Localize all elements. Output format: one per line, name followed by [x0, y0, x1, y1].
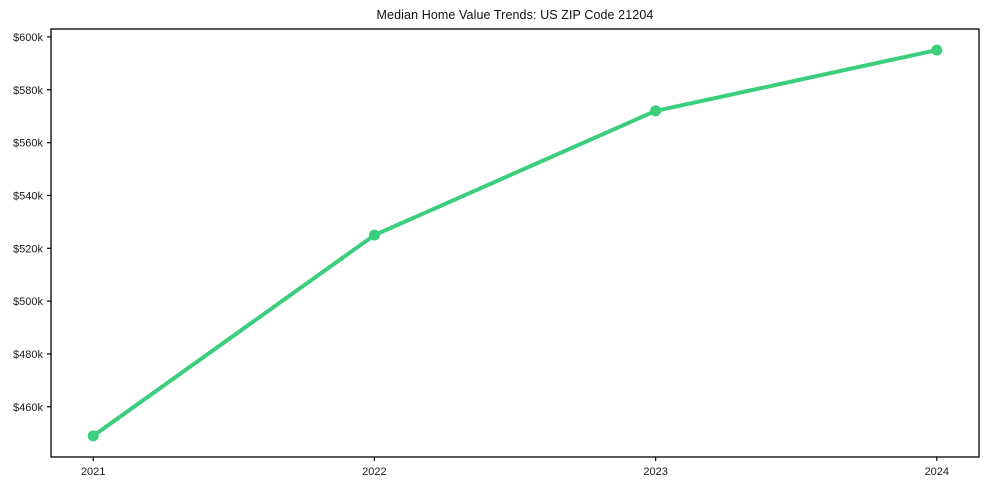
y-tick-label: $500k: [13, 296, 43, 308]
x-tick-label: 2023: [643, 466, 667, 478]
x-tick-label: 2022: [362, 466, 386, 478]
y-tick-label: $520k: [13, 243, 43, 255]
y-tick-label: $480k: [13, 349, 43, 361]
chart-title: Median Home Value Trends: US ZIP Code 21…: [376, 8, 654, 22]
y-tick-label: $460k: [13, 402, 43, 414]
data-point-marker: [650, 105, 662, 117]
data-point-marker: [368, 229, 380, 241]
x-tick-label: 2021: [81, 466, 105, 478]
y-tick-label: $540k: [13, 190, 43, 202]
x-tick-label: 2024: [925, 466, 949, 478]
series-line-median-home-value: [91, 48, 939, 438]
data-point-marker: [87, 430, 99, 442]
y-tick-label: $580k: [13, 85, 43, 97]
y-tick-label: $560k: [13, 138, 43, 150]
y-tick-label: $600k: [13, 32, 43, 44]
data-point-marker: [931, 44, 943, 56]
plot-border: [50, 28, 980, 458]
